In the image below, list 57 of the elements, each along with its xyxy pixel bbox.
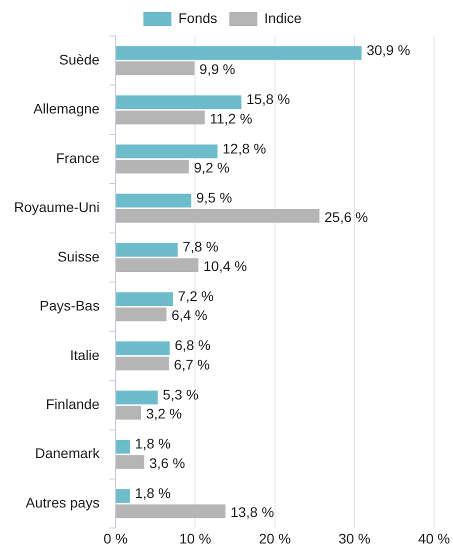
y-tick-label: Suisse [58,248,100,264]
data-label: 15,8 % [246,91,290,108]
x-tick-label: 0 % [104,530,128,546]
y-tick-label: Finlande [46,396,100,412]
bar [116,242,178,257]
data-label: 7,2 % [178,288,214,304]
data-label: 9,2 % [194,160,230,176]
x-tick-label: 10 % [179,530,212,546]
bar [116,341,170,356]
y-tick-label: Pays-Bas [40,298,100,314]
bar [116,489,130,503]
bar [116,160,189,174]
bar [116,209,320,223]
bar [116,258,198,272]
legend-label: Indice [264,10,302,26]
data-label: 5,3 % [162,386,199,402]
y-tick-label: Suède [59,51,100,68]
bar [116,61,194,76]
y-tick-label: Autres pays [26,494,100,510]
data-label: 7,8 % [182,238,218,255]
bar [116,292,173,306]
data-label: 13,8 % [230,504,274,520]
data-label: 1,8 % [134,484,171,501]
data-label: 25,6 % [324,208,368,225]
data-label: 6,8 % [174,337,211,354]
bar [116,504,226,518]
bar [116,110,205,124]
bar [116,390,158,404]
bar [116,194,192,208]
bar [116,46,362,60]
x-tick-label: 40 % [418,530,450,546]
bar [116,144,218,158]
data-label: 30,9 % [366,42,410,58]
legend-label: Fonds [178,10,218,26]
bar [116,307,167,322]
data-label: 6,4 % [172,307,208,324]
y-tick-label: France [56,150,100,166]
bar [116,95,242,110]
x-tick-label: 30 % [338,530,370,546]
bar [116,356,169,370]
y-tick-label: Allemagne [33,100,100,117]
data-label: 6,7 % [174,356,210,372]
y-tick-label: Royaume-Uni [14,199,100,216]
bar [116,406,142,420]
data-label: 11,2 % [210,110,252,126]
y-tick-label: Italie [70,346,100,363]
bar [116,455,144,469]
data-label: 3,6 % [149,454,186,471]
x-tick-label: 20 % [258,530,291,546]
data-label: 10,4 % [203,258,247,274]
y-tick-label: Danemark [34,445,101,462]
data-label: 9,9 % [199,61,236,78]
data-label: 3,2 % [146,406,182,422]
data-label: 12,8 % [222,140,266,156]
bar [116,440,130,454]
data-label: 1,8 % [134,436,171,452]
data-label: 9,5 % [196,190,232,206]
